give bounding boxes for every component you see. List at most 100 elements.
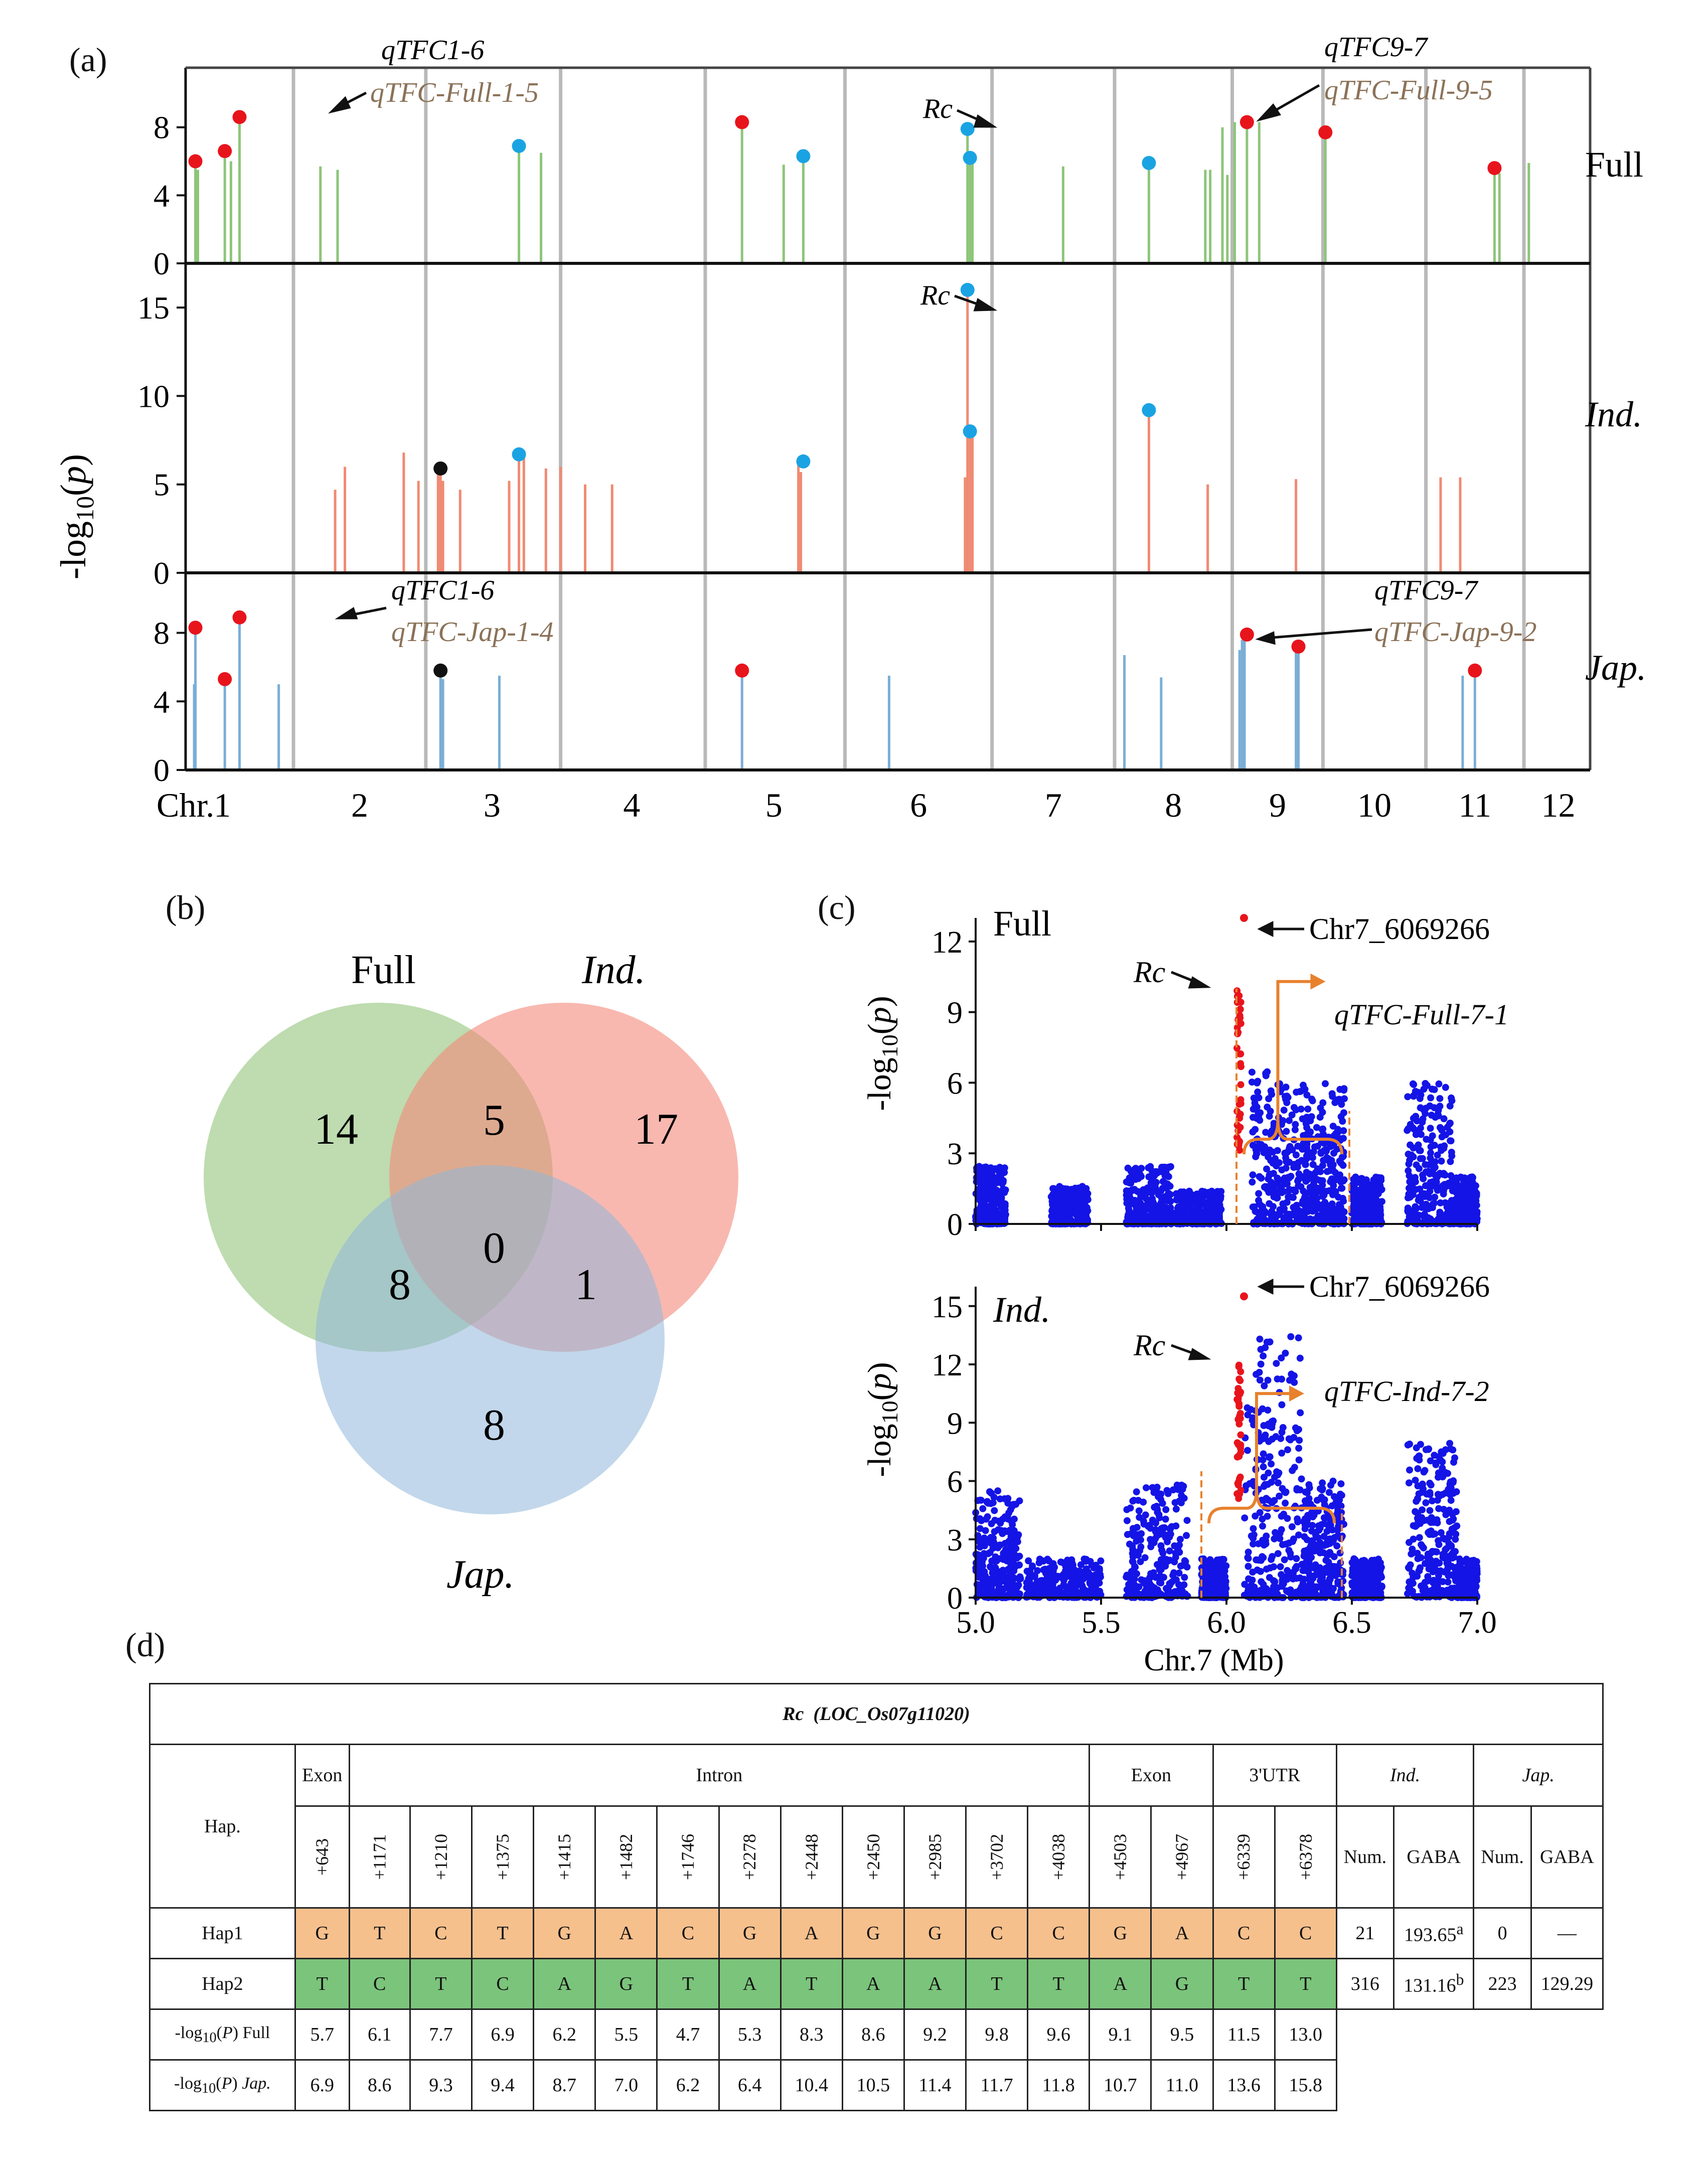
venn-count-full-ind: 5 — [483, 1096, 505, 1145]
snp-point — [983, 1498, 991, 1506]
snp-point — [1429, 1178, 1437, 1186]
snp-point — [1156, 1514, 1163, 1521]
snp-point — [1125, 1204, 1132, 1212]
snp-point — [1415, 1196, 1422, 1204]
snp-point — [1323, 1527, 1331, 1535]
snp-point — [1135, 1507, 1143, 1514]
snp-point — [1419, 1171, 1427, 1179]
snp-point — [1462, 1194, 1470, 1201]
snp-point — [1272, 1187, 1280, 1194]
snp-point — [1268, 1214, 1275, 1221]
snp-point — [1259, 1515, 1266, 1523]
local-qtl-full: qTFC-Full-7-1 — [1334, 998, 1509, 1031]
snp-point — [1313, 1544, 1320, 1551]
snp-point — [977, 1590, 984, 1597]
snp-point — [1260, 1593, 1267, 1600]
snp-point — [1378, 1582, 1385, 1590]
snp-point — [1363, 1193, 1371, 1201]
snp-point — [1145, 1214, 1153, 1221]
snp-point — [1319, 1130, 1327, 1138]
rc-snp-point — [1237, 1081, 1245, 1088]
snp-point — [1165, 1589, 1172, 1597]
snp-point — [1264, 1185, 1271, 1193]
snp-point — [1014, 1532, 1021, 1540]
snp-point — [1268, 1460, 1275, 1468]
snp-point — [1140, 1579, 1148, 1587]
snp-point — [998, 1575, 1005, 1582]
snp-point — [1417, 1091, 1425, 1099]
snp-point — [1416, 1452, 1423, 1460]
snp-point — [1309, 1537, 1316, 1544]
snp-point — [1167, 1191, 1174, 1198]
lead-snp-dot — [1318, 125, 1333, 139]
snp-point — [995, 1168, 1003, 1176]
snp-point — [1282, 1489, 1289, 1496]
snp-point — [1291, 1378, 1298, 1386]
snp-point — [1178, 1492, 1185, 1499]
snp-point — [1329, 1563, 1336, 1570]
chr-label-4: 4 — [623, 786, 640, 824]
snp-point — [1126, 1540, 1133, 1548]
snp-point — [1299, 1567, 1307, 1575]
snp-point — [1435, 1453, 1443, 1460]
snp-point — [1154, 1168, 1162, 1176]
snp-point — [1257, 1360, 1265, 1368]
snp-point — [1123, 1506, 1131, 1513]
snp-point — [1173, 1548, 1181, 1556]
venn-set-ind: Ind. — [581, 948, 646, 992]
snp-point — [1288, 1111, 1296, 1119]
local-xtick-label: 5.0 — [956, 1606, 995, 1640]
snp-point — [1366, 1560, 1373, 1568]
snp-point — [1006, 1537, 1013, 1545]
venn-set-jap: Jap. — [446, 1552, 515, 1597]
venn-set-full: Full — [351, 948, 416, 992]
snp-point — [1135, 1497, 1142, 1504]
local-ytick-label: 0 — [947, 1208, 963, 1242]
snp-point — [1044, 1555, 1051, 1563]
snp-point — [1279, 1424, 1287, 1431]
snp-point — [1191, 1206, 1199, 1214]
snp-point — [1453, 1488, 1460, 1495]
snp-point — [1326, 1548, 1334, 1556]
snp-point — [1441, 1535, 1449, 1543]
snp-point — [1058, 1206, 1066, 1213]
snp-point — [1306, 1150, 1314, 1157]
snp-point — [1317, 1577, 1324, 1585]
snp-point — [1284, 1446, 1291, 1454]
snp-point — [1194, 1201, 1202, 1208]
ytick-label: 0 — [153, 555, 170, 591]
snp-point — [1260, 1463, 1267, 1471]
snp-point — [1177, 1563, 1184, 1570]
snp-point — [1427, 1519, 1435, 1526]
snp-point — [1289, 1467, 1296, 1474]
snp-point — [1258, 1141, 1265, 1148]
snp-point — [1284, 1567, 1291, 1574]
snp-point — [1285, 1546, 1293, 1554]
snp-point — [1272, 1529, 1279, 1536]
snp-point — [1262, 1537, 1270, 1544]
snp-point — [1281, 1174, 1288, 1182]
snp-point — [1329, 1123, 1337, 1130]
snp-point — [1333, 1145, 1341, 1153]
snp-point — [1170, 1569, 1178, 1577]
snp-point — [1260, 1581, 1267, 1588]
snp-point — [1469, 1204, 1476, 1211]
snp-point — [1463, 1555, 1470, 1563]
snp-point — [980, 1577, 987, 1585]
snp-point — [1427, 1457, 1434, 1465]
snp-point — [1072, 1185, 1079, 1192]
snp-point — [1149, 1198, 1157, 1206]
snp-point — [1152, 1179, 1160, 1186]
snp-point — [1135, 1583, 1143, 1591]
snp-point — [1169, 1486, 1177, 1494]
snp-point — [1314, 1143, 1321, 1150]
snp-point — [1469, 1559, 1476, 1567]
venn-count-jap-only: 8 — [483, 1401, 505, 1450]
snp-point — [1289, 1538, 1296, 1545]
lead-snp-dot — [188, 154, 203, 169]
snp-point — [1333, 1542, 1341, 1549]
snp-point — [1460, 1185, 1467, 1192]
snp-point — [1159, 1549, 1167, 1557]
